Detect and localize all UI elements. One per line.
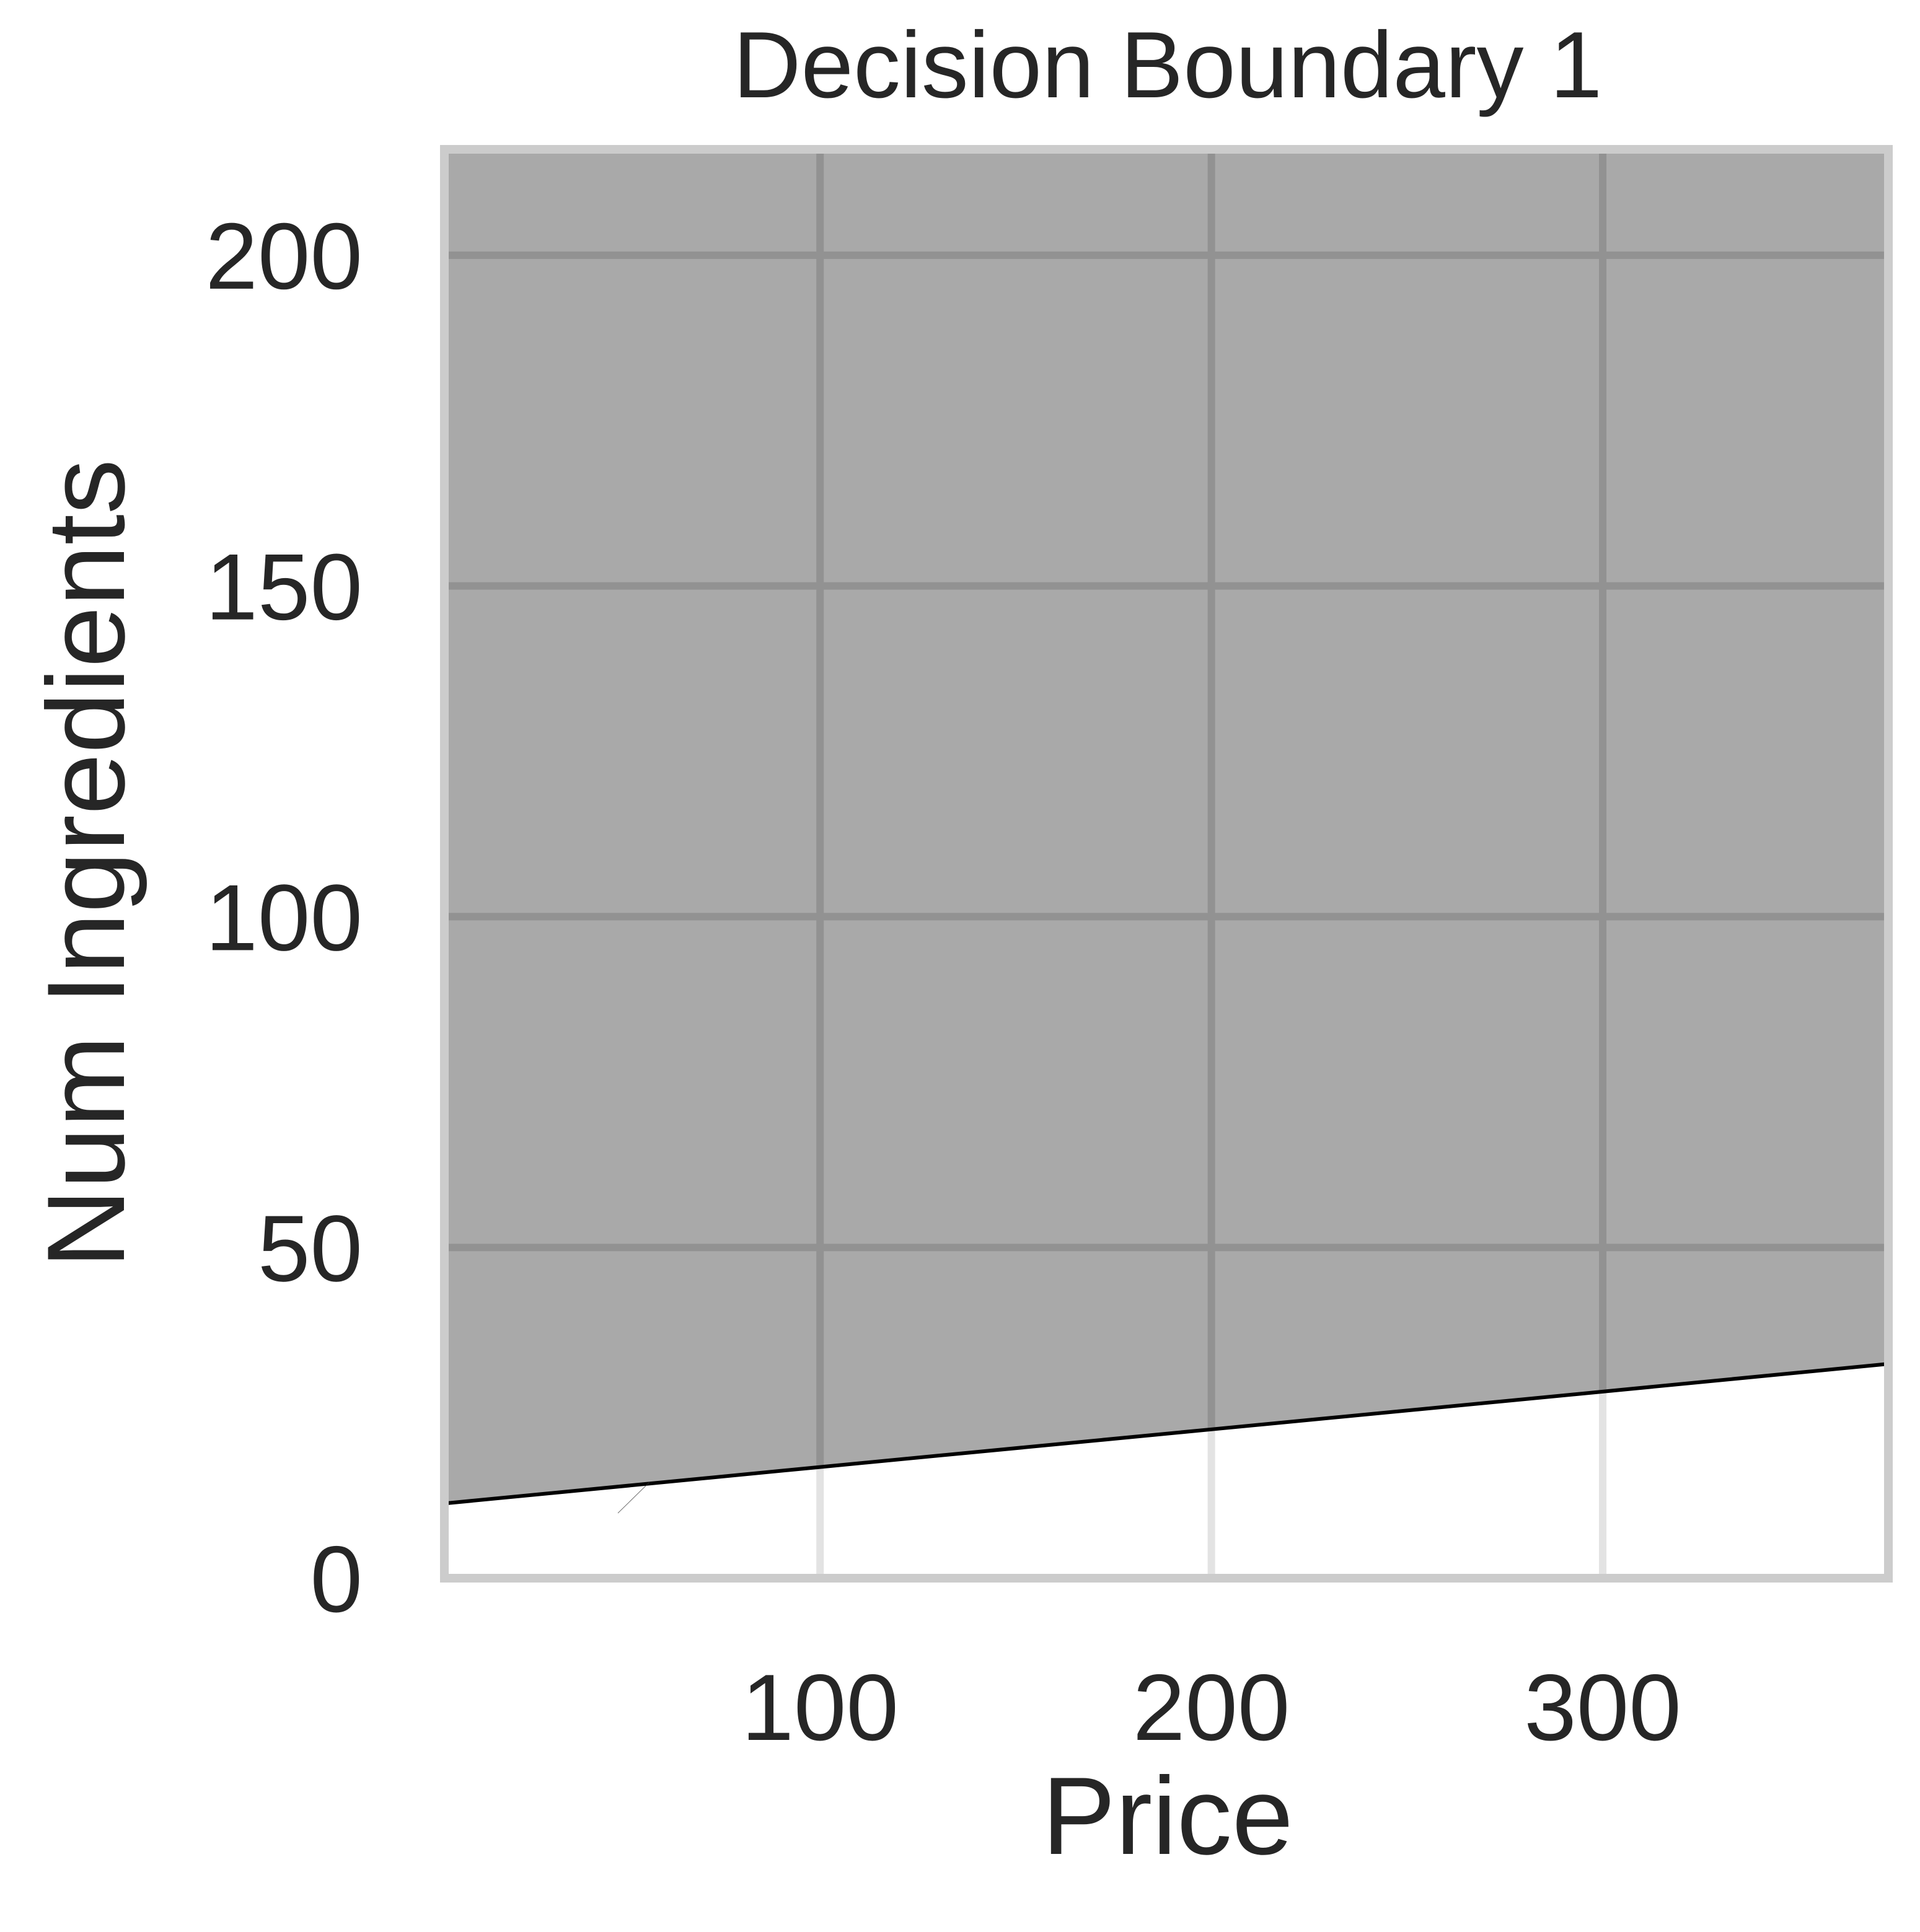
y-tick-label: 50 bbox=[258, 1196, 363, 1301]
decision-boundary-line bbox=[444, 1362, 1888, 1506]
chart-title: Decision Boundary 1 bbox=[733, 12, 1603, 118]
plot-frame bbox=[440, 145, 1893, 1583]
y-tick-label: 150 bbox=[205, 535, 363, 640]
grid-lines-dark bbox=[444, 149, 1888, 1504]
x-axis-ticks: 100 200 300 bbox=[741, 1655, 1681, 1760]
y-axis-label: Num Ingredients bbox=[24, 459, 148, 1268]
y-tick-label: 100 bbox=[205, 865, 363, 970]
x-tick-label: 200 bbox=[1133, 1655, 1290, 1760]
boundary-artifact bbox=[617, 1482, 650, 1514]
x-tick-label: 100 bbox=[741, 1655, 899, 1760]
y-tick-label: 0 bbox=[310, 1527, 363, 1632]
x-axis-label: Price bbox=[1042, 1754, 1293, 1877]
y-axis-ticks: 0 50 100 150 200 bbox=[205, 204, 363, 1632]
decision-region-above bbox=[444, 149, 1888, 1504]
x-tick-label: 300 bbox=[1524, 1655, 1681, 1760]
plot-area bbox=[444, 149, 1888, 1578]
y-tick-label: 200 bbox=[205, 204, 363, 309]
